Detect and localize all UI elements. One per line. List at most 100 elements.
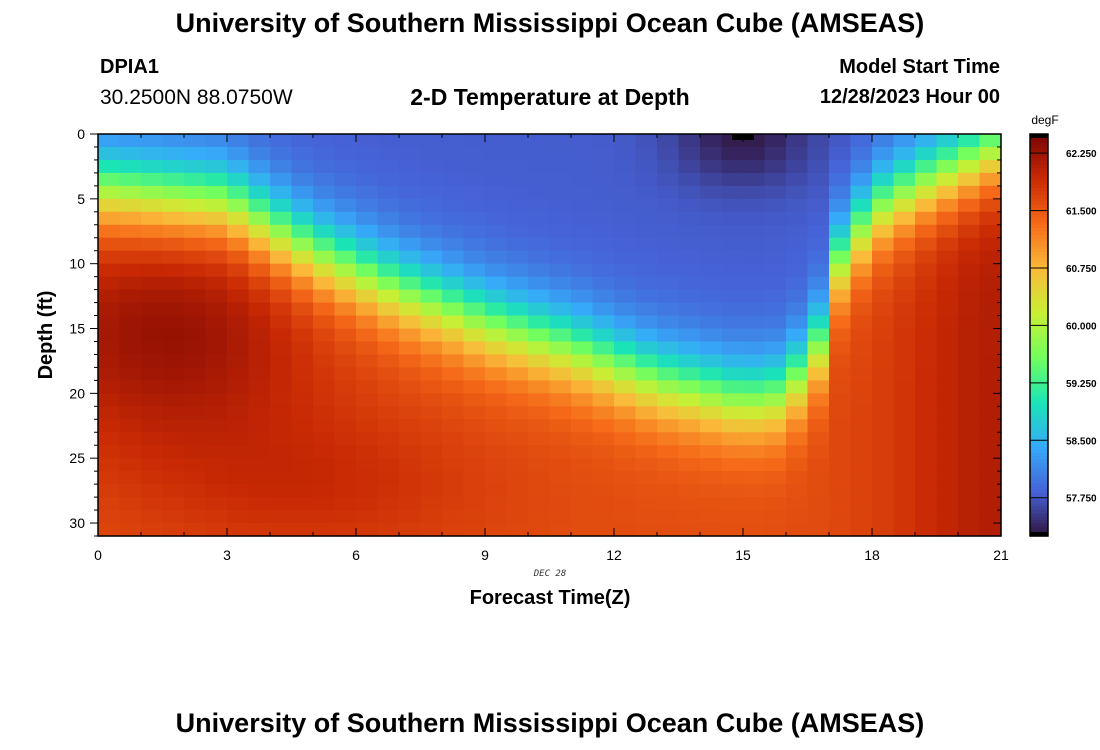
heatmap-cell	[463, 134, 486, 148]
heatmap-cell	[463, 341, 486, 356]
heatmap-cell	[98, 328, 121, 343]
heatmap-cell	[420, 380, 443, 394]
heatmap-cell	[184, 159, 207, 174]
colorbar-cap-top	[1030, 134, 1048, 138]
heatmap-cell	[721, 380, 744, 394]
heatmap-cell	[635, 523, 658, 537]
heatmap-cell	[399, 341, 422, 356]
heatmap-cell	[98, 510, 121, 524]
colorbar-segment	[1030, 462, 1048, 467]
heatmap-cell	[893, 419, 916, 433]
colorbar-segment	[1030, 428, 1048, 433]
heatmap-cell	[98, 393, 121, 407]
heatmap-cell	[248, 185, 271, 200]
heatmap-cell	[313, 341, 336, 356]
heatmap-cell	[334, 276, 357, 291]
heatmap-cell	[829, 419, 852, 433]
heatmap-cell	[356, 250, 379, 265]
heatmap-cell	[635, 367, 658, 381]
heatmap-cell	[506, 406, 529, 420]
heatmap-cell	[657, 328, 680, 343]
heatmap-cell	[291, 432, 314, 446]
heatmap-cell	[98, 289, 121, 304]
heatmap-cell	[291, 471, 314, 485]
heatmap-cell	[162, 406, 185, 420]
heatmap-cell	[506, 458, 529, 472]
heatmap-cell	[485, 134, 508, 148]
heatmap-cell	[657, 302, 680, 317]
heatmap-cell	[829, 510, 852, 524]
heatmap-cell	[399, 354, 422, 369]
colorbar-segment	[1030, 368, 1048, 373]
heatmap-cell	[743, 380, 766, 394]
colorbar-segment	[1030, 281, 1048, 286]
heatmap-cell	[399, 406, 422, 420]
heatmap-cell	[485, 185, 508, 200]
y-tick-label: 30	[69, 515, 85, 531]
heatmap-cell	[958, 263, 981, 278]
heatmap-cell	[291, 393, 314, 407]
heatmap-cell	[850, 328, 873, 343]
heatmap-cell	[227, 315, 250, 330]
heatmap-cell	[549, 250, 572, 265]
heatmap-cell	[958, 419, 981, 433]
heatmap-cell	[162, 250, 185, 265]
heatmap-cell	[377, 250, 400, 265]
heatmap-cell	[571, 484, 594, 498]
heatmap-cell	[356, 393, 379, 407]
heatmap-cell	[248, 276, 271, 291]
heatmap-cell	[721, 367, 744, 381]
heatmap-cell	[98, 367, 121, 381]
heatmap-cell	[334, 263, 357, 278]
heatmap-cell	[958, 224, 981, 239]
heatmap-cell	[334, 432, 357, 446]
heatmap-cell	[721, 289, 744, 304]
heatmap-cell	[291, 458, 314, 472]
heatmap-cell	[119, 237, 142, 252]
heatmap-cell	[743, 458, 766, 472]
heatmap-cell	[184, 341, 207, 356]
heatmap-cell	[291, 159, 314, 174]
heatmap-cell	[313, 237, 336, 252]
heatmap-cell	[399, 432, 422, 446]
colorbar-segment	[1030, 405, 1048, 410]
heatmap-cell	[614, 497, 637, 511]
heatmap-cell	[399, 484, 422, 498]
heatmap-cell	[743, 302, 766, 317]
heatmap-cell	[399, 471, 422, 485]
heatmap-cell	[184, 354, 207, 369]
heatmap-cell	[829, 237, 852, 252]
heatmap-cell	[485, 263, 508, 278]
heatmap-cell	[592, 263, 615, 278]
heatmap-cell	[549, 445, 572, 459]
heatmap-cell	[356, 471, 379, 485]
colorbar-segment	[1030, 227, 1048, 232]
heatmap-cell	[936, 159, 959, 174]
heatmap-cell	[786, 211, 809, 226]
colorbar-segment	[1030, 264, 1048, 269]
heatmap-cell	[528, 367, 551, 381]
heatmap-cell	[485, 328, 508, 343]
heatmap-cell	[184, 523, 207, 537]
heatmap-cell	[420, 237, 443, 252]
heatmap-cell	[872, 302, 895, 317]
heatmap-cell	[807, 432, 830, 446]
colorbar-segment	[1030, 385, 1048, 390]
heatmap-cell	[721, 302, 744, 317]
colorbar-segment	[1030, 502, 1048, 507]
heatmap-cell	[205, 445, 228, 459]
heatmap-cell	[313, 393, 336, 407]
colorbar-segment	[1030, 472, 1048, 477]
colorbar-segment	[1030, 318, 1048, 323]
heatmap-cell	[442, 432, 465, 446]
heatmap-cell	[528, 146, 551, 161]
heatmap-cell	[657, 237, 680, 252]
heatmap-cell	[614, 211, 637, 226]
colorbar-segment	[1030, 432, 1048, 437]
heatmap-cell	[893, 341, 916, 356]
heatmap-cell	[614, 250, 637, 265]
heatmap-cell	[657, 406, 680, 420]
heatmap-cell	[592, 276, 615, 291]
heatmap-cell	[915, 315, 938, 330]
heatmap-cell	[549, 198, 572, 213]
